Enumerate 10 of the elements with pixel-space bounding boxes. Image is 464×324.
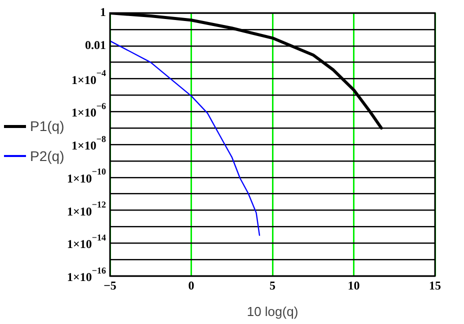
x-tick-label: 5 <box>270 278 276 292</box>
legend-label: P2(q) <box>30 148 64 164</box>
legend-label: P1(q) <box>30 118 64 134</box>
x-axis-title: 10 log(q) <box>246 304 298 319</box>
x-tick-label: 15 <box>429 278 441 292</box>
x-tick-label: 0 <box>188 278 194 292</box>
x-tick-label: −5 <box>104 278 116 292</box>
x-tick-label: 10 <box>348 278 360 292</box>
y-tick-label: 0.01 <box>85 38 106 52</box>
y-tick-label: 1 <box>100 5 106 20</box>
